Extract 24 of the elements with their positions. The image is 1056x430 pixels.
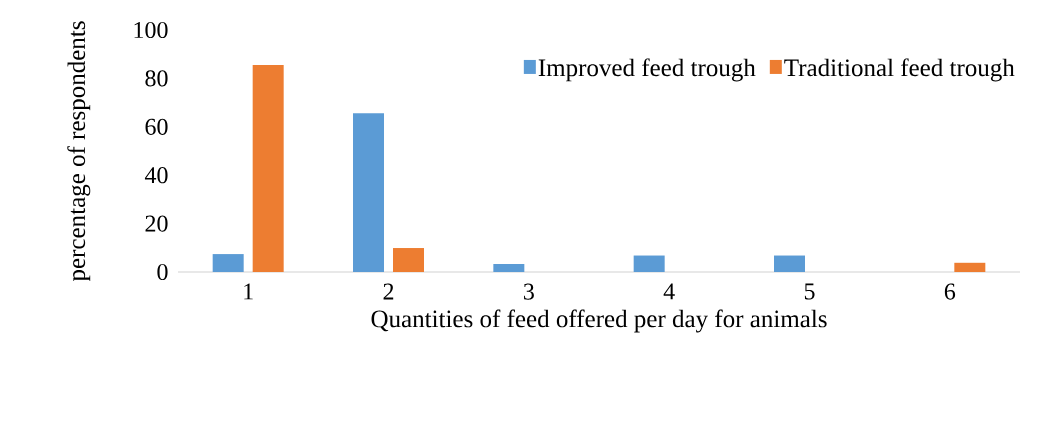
legend-label: Traditional feed trough (784, 58, 1015, 82)
y-tick-label: 40 (144, 167, 168, 184)
bar (493, 264, 525, 272)
bar (212, 254, 244, 272)
y-tick-label: 60 (145, 118, 168, 135)
y-axis-title: percentage of respondents (67, 21, 91, 282)
y-tick-label: 100 (134, 21, 168, 39)
y-tick-label: 20 (145, 215, 168, 232)
bar (393, 248, 425, 272)
bar (774, 255, 805, 272)
x-tick-label: 2 (383, 283, 394, 300)
bar (252, 65, 284, 272)
bar (353, 113, 385, 272)
y-tick-label: 0 (157, 263, 168, 281)
x-tick-label: 5 (804, 283, 815, 300)
y-tick-label: 80 (145, 70, 168, 87)
x-tick-label: 1 (244, 283, 253, 300)
x-tick-label: 4 (663, 283, 675, 300)
bar (954, 262, 986, 272)
x-tick-label: 3 (523, 283, 534, 300)
x-axis-title: Quantities of feed offered per day for animals (371, 309, 827, 333)
legend-label: Improved feed trough (538, 58, 756, 82)
bar (633, 255, 665, 272)
x-tick-label: 6 (944, 283, 956, 300)
